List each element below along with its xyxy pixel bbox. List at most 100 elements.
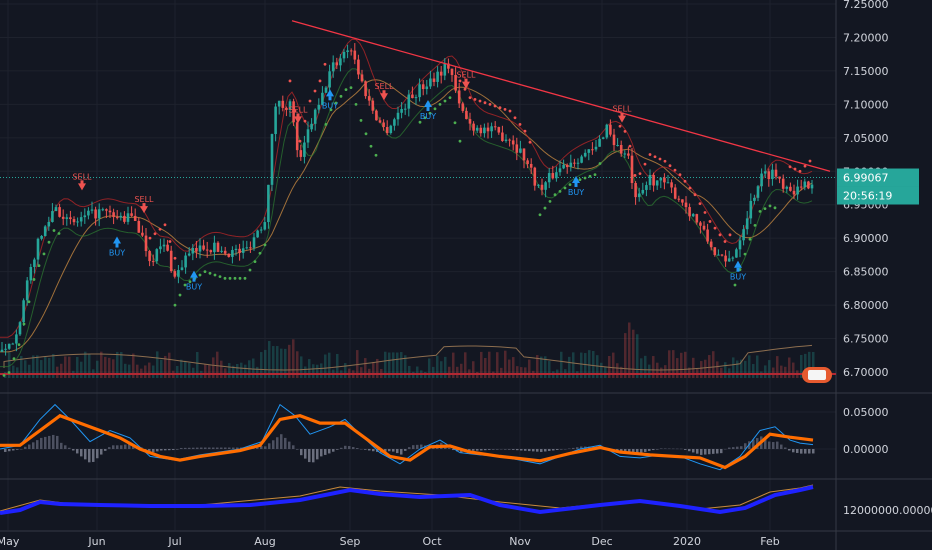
volume-bar (800, 354, 803, 378)
price-tick-label: 6.75000 (843, 333, 889, 346)
sar-dot (228, 276, 232, 280)
sar-dot (773, 206, 777, 210)
volume-bar (276, 346, 279, 378)
sar-dot (753, 223, 757, 227)
macd-histogram-bar (576, 447, 579, 449)
macd-histogram-bar (416, 444, 419, 449)
macd-histogram-bar (732, 447, 735, 449)
volume-bar (328, 352, 331, 378)
sar-dot (37, 264, 41, 268)
macd-histogram-bar (696, 449, 699, 454)
macd-histogram-bar (688, 449, 691, 452)
volume-bar (588, 350, 591, 378)
candle-body (709, 241, 713, 248)
volume-bar (292, 339, 295, 378)
volume-bar (260, 352, 263, 378)
buy-signal-label: BUY (568, 188, 584, 197)
volume-bar (600, 362, 603, 378)
macd-histogram-bar (48, 435, 51, 449)
candle-body (483, 127, 486, 134)
volume-bar (640, 358, 643, 378)
candle-body (670, 182, 673, 188)
candle-body (187, 253, 191, 256)
candle-body (69, 217, 72, 220)
macd-histogram-bar (644, 449, 647, 452)
candle-body (151, 261, 155, 263)
volume-bar (456, 366, 459, 378)
candle-body (738, 240, 742, 250)
candle-body (515, 144, 519, 153)
macd-histogram-bar (308, 449, 311, 463)
macd-histogram-bar (156, 449, 159, 452)
candle-body (594, 146, 598, 150)
candle-body (0, 349, 4, 352)
sar-dot (498, 106, 502, 110)
price-tick-label: 6.85000 (843, 266, 889, 279)
candle-body (691, 214, 695, 217)
sar-dot (453, 121, 457, 125)
sell-signal-label: SELL (288, 105, 308, 114)
candle-body (792, 190, 796, 195)
macd-histogram-bar (664, 448, 667, 449)
candle-body (454, 74, 457, 91)
countdown-badge (837, 186, 919, 205)
macd-histogram-bar (648, 449, 651, 451)
candle-body (555, 172, 558, 179)
macd-histogram-bar (64, 445, 67, 449)
volume-bar (620, 366, 623, 378)
volume-bar (744, 360, 747, 378)
sar-dot (793, 167, 797, 171)
candle-body (396, 112, 400, 120)
macd-histogram-bar (236, 447, 239, 449)
volume-bar (432, 366, 435, 378)
candle-body (130, 213, 133, 216)
volume-bar (572, 352, 575, 378)
sar-dot (528, 140, 532, 144)
candle-body (479, 127, 483, 134)
buy-arrow-stem (192, 277, 196, 282)
volume-bar (536, 355, 539, 378)
candle-body (389, 125, 393, 134)
sar-dot (518, 123, 522, 126)
sar-dot (493, 104, 497, 108)
candle-body (249, 247, 252, 249)
sar-dot (188, 280, 192, 284)
volume-bar (580, 352, 583, 378)
candle-body (328, 71, 331, 88)
candle-body (79, 217, 83, 222)
candle-body (324, 87, 328, 93)
volume-bar (784, 366, 787, 378)
sar-dot (543, 206, 547, 210)
volume-bar (40, 360, 43, 378)
macd-histogram-bar (96, 449, 99, 459)
volume-bar (764, 365, 767, 378)
volume-bar (128, 364, 131, 378)
price-tick-label: 7.15000 (843, 65, 889, 78)
macd-histogram-bar (652, 449, 655, 451)
candle-body (490, 126, 493, 132)
volume-bar (48, 358, 51, 378)
macd-histogram-bar (88, 449, 91, 463)
volume-bar (400, 352, 403, 378)
sar-dot (52, 229, 56, 232)
candle-body (256, 230, 259, 238)
macd-histogram-bar (232, 447, 235, 449)
candle-body (720, 254, 724, 256)
candle-body (108, 210, 112, 213)
candle-body (486, 127, 490, 132)
volume-bar (804, 353, 807, 378)
volume-bar (500, 367, 503, 378)
macd-histogram-bar (20, 449, 23, 450)
candle-body (4, 348, 7, 350)
volume-bar (320, 363, 323, 378)
candle-body (310, 123, 313, 130)
sar-dot (478, 99, 482, 103)
time-axis-label: Aug (254, 535, 275, 548)
macd-histogram-bar (400, 449, 403, 455)
buy-arrow-stem (574, 182, 578, 187)
candle-body (209, 250, 213, 253)
sar-dot (653, 155, 657, 159)
sell-signal-label: SELL (374, 82, 394, 91)
volume-bar (132, 353, 135, 378)
